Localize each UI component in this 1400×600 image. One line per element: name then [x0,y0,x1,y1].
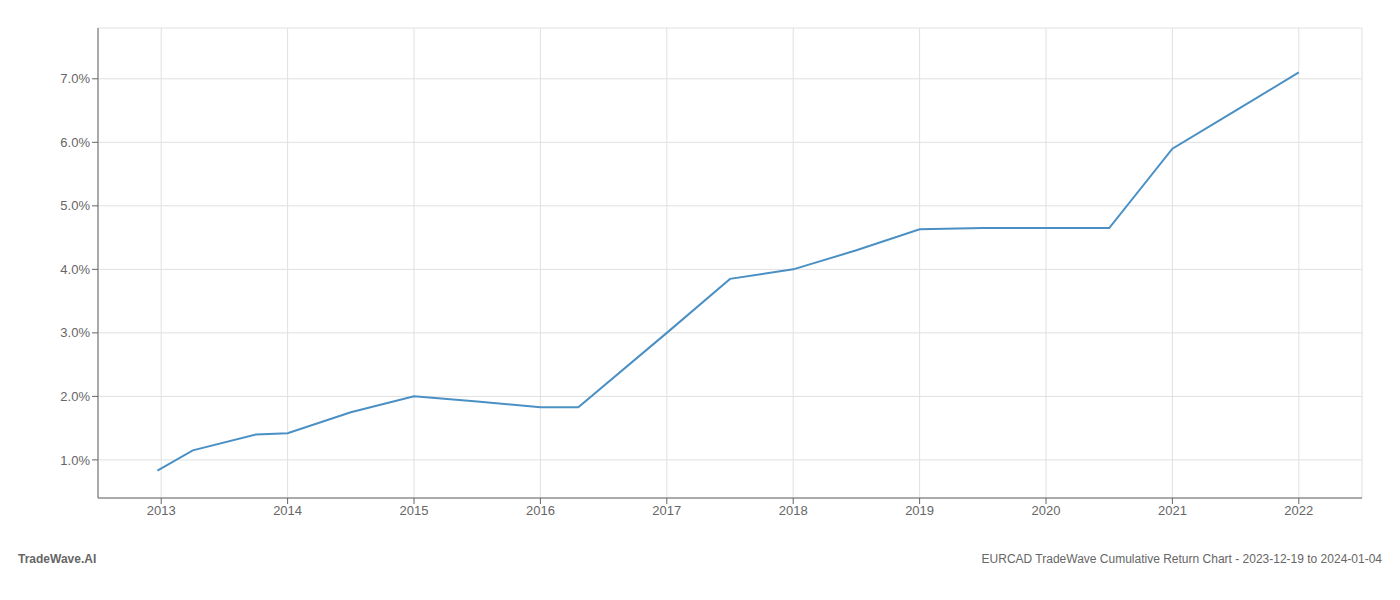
svg-text:7.0%: 7.0% [60,71,90,86]
svg-text:3.0%: 3.0% [60,325,90,340]
svg-text:2019: 2019 [905,503,934,518]
svg-text:2013: 2013 [147,503,176,518]
svg-text:2020: 2020 [1032,503,1061,518]
html-text:EURCAD TradeWave Cumulative Re: EURCAD TradeWave Cumulative Return Chart… [981,552,1382,566]
svg-text:2022: 2022 [1284,503,1313,518]
svg-text:2017: 2017 [652,503,681,518]
svg-text:2016: 2016 [526,503,555,518]
svg-text:6.0%: 6.0% [60,135,90,150]
svg-text:1.0%: 1.0% [60,453,90,468]
html-text:TradeWave.AI: TradeWave.AI [18,552,97,566]
svg-text:4.0%: 4.0% [60,262,90,277]
svg-text:2014: 2014 [273,503,302,518]
svg-text:2015: 2015 [400,503,429,518]
svg-text:2.0%: 2.0% [60,389,90,404]
svg-text:2021: 2021 [1158,503,1187,518]
svg-text:2018: 2018 [779,503,808,518]
svg-text:5.0%: 5.0% [60,198,90,213]
